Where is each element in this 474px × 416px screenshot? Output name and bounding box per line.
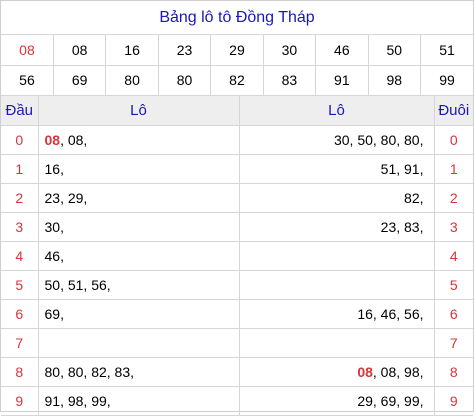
lo-right-cell (239, 329, 434, 358)
dau-digit: 4 (1, 242, 38, 271)
lo-right-text: 29, 69, 99, (357, 393, 423, 409)
lo-right-text: , 08, 98, (373, 364, 424, 380)
duoi-digit: 9 (434, 387, 473, 416)
table-row: 5 50, 51, 56, 5 (1, 271, 473, 300)
lo-right-cell: 30, 50, 80, 80, (239, 126, 434, 155)
lo-left-cell: 69, (38, 300, 239, 329)
number-cell: 82 (211, 65, 263, 95)
dau-digit: 6 (1, 300, 38, 329)
duoi-digit: 7 (434, 329, 473, 358)
header-lo-left: Lô (38, 96, 239, 126)
number-cell: 16 (106, 35, 158, 65)
table-row: 9 91, 98, 99, 29, 69, 99, 9 (1, 387, 473, 416)
lo-left-cell: 30, (38, 213, 239, 242)
lo-right-text: 51, 91, (381, 161, 424, 177)
highlighted-number: 08 (357, 364, 373, 380)
number-cell: 98 (368, 65, 420, 95)
duoi-digit: 2 (434, 184, 473, 213)
duoi-digit: 4 (434, 242, 473, 271)
number-cell: 08 (53, 35, 105, 65)
lo-left-cell (38, 329, 239, 358)
duoi-digit: 6 (434, 300, 473, 329)
header-dau: Đầu (1, 96, 38, 126)
dau-digit: 1 (1, 155, 38, 184)
number-cell: 46 (316, 35, 368, 65)
grid-header-row: Đầu Lô Lô Đuôi (1, 96, 473, 126)
lo-right-cell: 29, 69, 99, (239, 387, 434, 416)
lo-left-cell: 08, 08, (38, 126, 239, 155)
number-cell: 91 (316, 65, 368, 95)
number-cell: 30 (263, 35, 315, 65)
number-cell: 99 (421, 65, 474, 95)
lo-left-text: 16, (45, 161, 64, 177)
number-cell: 56 (1, 65, 53, 95)
lo-right-cell: 16, 46, 56, (239, 300, 434, 329)
lo-left-cell: 91, 98, 99, (38, 387, 239, 416)
result-numbers: 08 08 16 23 29 30 46 50 51 56 69 80 80 8… (1, 35, 473, 96)
number-cell: 23 (158, 35, 210, 65)
number-cell: 08 (1, 35, 53, 65)
lo-left-cell: 23, 29, (38, 184, 239, 213)
dau-digit: 7 (1, 329, 38, 358)
dau-digit: 2 (1, 184, 38, 213)
lo-right-cell (239, 271, 434, 300)
lo-right-cell: 08, 08, 98, (239, 358, 434, 387)
lo-left-cell: 80, 80, 82, 83, (38, 358, 239, 387)
table-row: 3 30, 23, 83, 3 (1, 213, 473, 242)
lo-left-text: 46, (45, 248, 64, 264)
dau-digit: 5 (1, 271, 38, 300)
lo-left-text: 80, 80, 82, 83, (45, 364, 135, 380)
number-cell: 69 (53, 65, 105, 95)
numbers-row-2: 56 69 80 80 82 83 91 98 99 (1, 65, 473, 95)
dau-digit: 9 (1, 387, 38, 416)
lo-left-text: , 08, (60, 132, 87, 148)
duoi-digit: 0 (434, 126, 473, 155)
duoi-digit: 3 (434, 213, 473, 242)
lo-left-text: 69, (45, 306, 64, 322)
lo-left-cell: 16, (38, 155, 239, 184)
lo-left-text: 91, 98, 99, (45, 393, 111, 409)
lo-right-cell (239, 242, 434, 271)
header-duoi: Đuôi (434, 96, 473, 126)
lo-left-cell: 50, 51, 56, (38, 271, 239, 300)
dau-digit: 8 (1, 358, 38, 387)
lo-right-cell: 51, 91, (239, 155, 434, 184)
number-cell: 50 (368, 35, 420, 65)
number-cell: 80 (158, 65, 210, 95)
number-cell: 51 (421, 35, 474, 65)
table-title: Bảng lô tô Đồng Tháp (1, 1, 473, 35)
lo-left-cell: 46, (38, 242, 239, 271)
lo-right-text: 82, (404, 190, 423, 206)
lo-right-cell: 23, 83, (239, 213, 434, 242)
lo-right-text: 30, 50, 80, 80, (334, 132, 424, 148)
duoi-digit: 5 (434, 271, 473, 300)
lo-left-text: 23, 29, (45, 190, 88, 206)
lo-left-text: 30, (45, 219, 64, 235)
number-cell: 29 (211, 35, 263, 65)
dau-digit: 3 (1, 213, 38, 242)
lo-left-text: 50, 51, 56, (45, 277, 111, 293)
number-cell: 80 (106, 65, 158, 95)
table-row: 1 16, 51, 91, 1 (1, 155, 473, 184)
lo-right-cell: 82, (239, 184, 434, 213)
duoi-digit: 8 (434, 358, 473, 387)
duoi-digit: 1 (434, 155, 473, 184)
lo-right-text: 16, 46, 56, (357, 306, 423, 322)
table-row: 6 69, 16, 46, 56, 6 (1, 300, 473, 329)
dau-digit: 0 (1, 126, 38, 155)
lo-right-text: 23, 83, (381, 219, 424, 235)
number-cell: 83 (263, 65, 315, 95)
table-row: 2 23, 29, 82, 2 (1, 184, 473, 213)
numbers-row-1: 08 08 16 23 29 30 46 50 51 (1, 35, 473, 65)
header-lo-right: Lô (239, 96, 434, 126)
highlighted-number: 08 (45, 132, 61, 148)
